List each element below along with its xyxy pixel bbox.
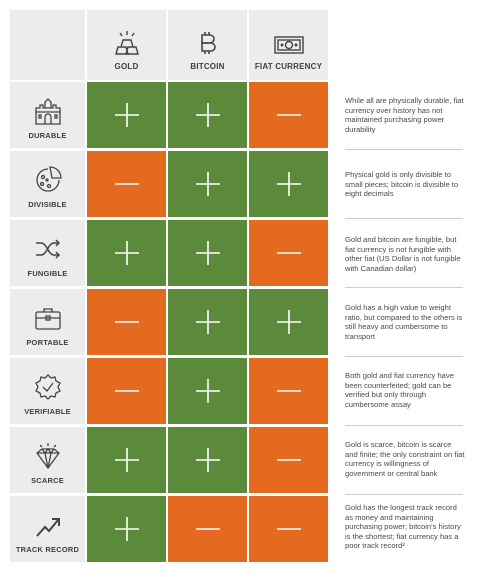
plus-icon (195, 241, 220, 265)
divider (345, 425, 463, 426)
column-header-gold: GOLD (87, 10, 166, 80)
plus-icon (195, 172, 220, 196)
value-cell-bitcoin (168, 151, 247, 217)
divider (345, 287, 463, 288)
minus-icon (276, 390, 301, 392)
row-note: Gold and bitcoin are fungible, but fiat … (345, 235, 461, 273)
minus-icon (276, 528, 301, 530)
column-label: GOLD (114, 62, 139, 71)
row-header-track-record: TRACK RECORD (10, 496, 85, 562)
value-cell-bitcoin (168, 427, 247, 493)
value-cell-bitcoin (168, 358, 247, 424)
row-note: Physical gold is only divisible to small… (345, 170, 459, 199)
plus-icon (114, 103, 139, 127)
value-cell-gold (87, 496, 166, 562)
row-label: FUNGIBLE (27, 269, 68, 278)
value-cell-gold (87, 358, 166, 424)
shuffle-icon (33, 234, 63, 264)
trend-up-icon (33, 514, 63, 540)
value-cell-bitcoin (168, 289, 247, 355)
plus-icon (195, 448, 220, 472)
value-cell-bitcoin (168, 496, 247, 562)
value-cell-fiat (249, 151, 328, 217)
plus-icon (276, 310, 301, 334)
value-cell-bitcoin (168, 220, 247, 286)
plus-icon (114, 517, 139, 541)
divider (345, 149, 463, 150)
column-header-bitcoin: BITCOIN (168, 10, 247, 80)
briefcase-icon (33, 303, 63, 333)
plus-icon (195, 103, 220, 127)
plus-icon (114, 241, 139, 265)
minus-icon (114, 321, 139, 323)
row-label: VERIFIABLE (24, 407, 71, 416)
row-header-portable: PORTABLE (10, 289, 85, 355)
row-header-durable: DURABLE (10, 82, 85, 148)
castle-icon (33, 96, 63, 126)
column-label: BITCOIN (190, 62, 225, 71)
row-label: SCARCE (31, 476, 64, 485)
row-label: DIVISIBLE (28, 200, 67, 209)
row-note: While all are physically durable, fiat c… (345, 96, 464, 134)
row-note: Gold has a high value to weight ratio, b… (345, 303, 463, 341)
row-note: Gold is scarce, bitcoin is scarce and fi… (345, 440, 465, 478)
minus-icon (114, 183, 139, 185)
value-cell-gold (87, 82, 166, 148)
minus-icon (114, 390, 139, 392)
row-note: Both gold and fiat currency have been co… (345, 371, 454, 409)
row-header-scarce: SCARCE (10, 427, 85, 493)
column-label: FIAT CURRENCY (254, 62, 323, 71)
plus-icon (114, 448, 139, 472)
row-label: TRACK RECORD (15, 545, 80, 554)
row-label: DURABLE (28, 131, 67, 140)
minus-icon (276, 459, 301, 461)
row-header-divisible: DIVISIBLE (10, 151, 85, 217)
value-cell-bitcoin (168, 82, 247, 148)
column-header-fiat: FIAT CURRENCY (249, 10, 328, 80)
row-header-verifiable: VERIFIABLE (10, 358, 85, 424)
plus-icon (276, 172, 301, 196)
gold-bars-icon (112, 30, 142, 56)
value-cell-fiat (249, 496, 328, 562)
plus-icon (195, 310, 220, 334)
value-cell-fiat (249, 289, 328, 355)
divider (345, 218, 463, 219)
plus-icon (195, 379, 220, 403)
value-cell-fiat (249, 82, 328, 148)
value-cell-fiat (249, 427, 328, 493)
divider (345, 356, 463, 357)
value-cell-gold (87, 220, 166, 286)
bitcoin-icon (196, 30, 220, 56)
diamond-icon (33, 441, 63, 471)
minus-icon (276, 252, 301, 254)
banknote-icon (273, 34, 305, 56)
row-label: PORTABLE (26, 338, 69, 347)
verified-badge-icon (33, 372, 63, 402)
value-cell-fiat (249, 220, 328, 286)
corner-cell (10, 10, 85, 80)
pizza-icon (33, 165, 63, 195)
value-cell-gold (87, 151, 166, 217)
value-cell-fiat (249, 358, 328, 424)
row-header-fungible: FUNGIBLE (10, 220, 85, 286)
value-cell-gold (87, 289, 166, 355)
divider (345, 494, 463, 495)
value-cell-gold (87, 427, 166, 493)
minus-icon (276, 114, 301, 116)
row-note: Gold has the longest track record as mon… (345, 503, 461, 551)
minus-icon (195, 528, 220, 530)
